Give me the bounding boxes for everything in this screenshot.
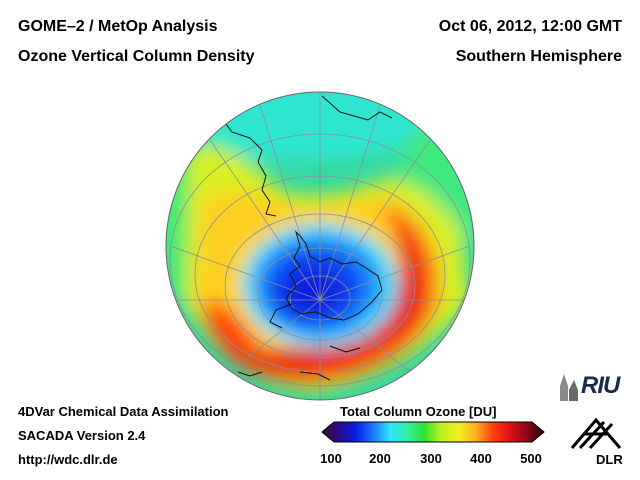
footer-method: 4DVar Chemical Data Assimilation bbox=[18, 404, 229, 419]
footer-version: SACADA Version 2.4 bbox=[18, 428, 146, 443]
title-datetime: Oct 06, 2012, 12:00 GMT bbox=[438, 18, 622, 35]
title-region: Southern Hemisphere bbox=[455, 48, 622, 65]
riu-logo-text: RIU bbox=[581, 372, 620, 399]
colorbar-tick: 500 bbox=[520, 451, 542, 466]
ozone-field bbox=[166, 92, 474, 400]
globe-outline bbox=[165, 91, 475, 401]
colorbar bbox=[321, 421, 545, 443]
colorbar-tick: 300 bbox=[420, 451, 442, 466]
riu-logo-icon bbox=[560, 374, 578, 401]
graticule bbox=[169, 92, 471, 400]
dlr-logo-text: DLR bbox=[596, 452, 623, 467]
title-quantity: Ozone Vertical Column Density bbox=[18, 48, 255, 65]
colorbar-tick: 400 bbox=[470, 451, 492, 466]
colorbar-tick: 100 bbox=[320, 451, 342, 466]
colorbar-title: Total Column Ozone [DU] bbox=[340, 404, 497, 419]
dlr-logo-icon bbox=[570, 417, 622, 450]
title-instrument: GOME–2 / MetOp Analysis bbox=[18, 18, 218, 35]
footer-url: http://wdc.dlr.de bbox=[18, 452, 118, 467]
colorbar-tick: 200 bbox=[369, 451, 391, 466]
colorbar-ramp bbox=[321, 421, 545, 443]
